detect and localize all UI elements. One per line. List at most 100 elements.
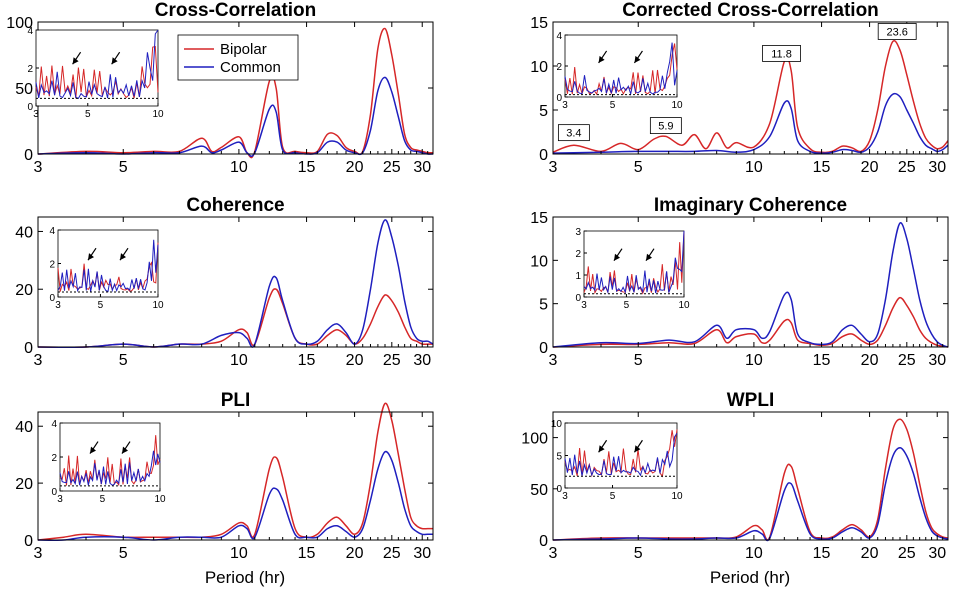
inset-y-tick-label: 0 — [27, 102, 33, 113]
annotation-box — [649, 117, 682, 134]
peak-arrow-icon — [87, 247, 97, 261]
peak-arrow-icon — [598, 439, 608, 453]
inset-y-tick-label: 5 — [556, 452, 562, 463]
peak-arrow-icon — [72, 51, 82, 65]
arrow-head — [598, 55, 605, 63]
legend-label-bipolar: Bipolar — [220, 41, 267, 58]
x-tick-label: 15 — [813, 159, 831, 176]
y-tick-label: 20 — [15, 282, 33, 299]
inset-y-tick-label: 0 — [51, 487, 57, 498]
inset-y-tick-label: 2 — [575, 249, 581, 260]
inset-x-tick-label: 3 — [33, 109, 39, 120]
chart-title: Imaginary Coherence — [654, 195, 847, 216]
x-tick-label: 15 — [298, 545, 316, 562]
peak-arrow-icon — [89, 441, 99, 454]
arrow-head — [120, 253, 126, 261]
annotation-label: 3.4 — [566, 128, 581, 140]
peak-arrow-icon — [111, 51, 121, 65]
inset-x-tick-label: 3 — [57, 494, 63, 505]
inset-y-tick-label: 4 — [556, 31, 562, 42]
series-line-bipolar — [552, 40, 949, 154]
inset-x-tick-label: 10 — [154, 494, 166, 505]
annotation-box — [877, 23, 917, 40]
inset-y-tick-label: 2 — [51, 453, 57, 464]
x-tick-label: 25 — [383, 352, 401, 369]
inset-y-tick-label: 4 — [51, 419, 57, 430]
x-axis-label: Period (hr) — [710, 568, 790, 587]
plot-frame — [552, 21, 949, 155]
inset-pli: 0 2 4 3 5 10 — [51, 419, 166, 505]
inset-y-tick-label: 1 — [575, 271, 581, 282]
panel-coh: Coherence 0 20 40 3 5 10 15 20 25 30 0 2 4 3 5 10 — [15, 195, 434, 369]
peak-arrow-icon — [645, 248, 655, 262]
series-line-common — [37, 219, 434, 348]
x-tick-label: 3 — [34, 159, 43, 176]
inset-x-tick-label: 5 — [610, 491, 616, 502]
inset-frame — [35, 29, 159, 107]
x-tick-label: 10 — [745, 545, 763, 562]
x-tick-label: 15 — [813, 352, 831, 369]
x-tick-label: 3 — [549, 545, 558, 562]
inset-y-tick-label: 4 — [49, 226, 55, 237]
arrow-head — [72, 57, 79, 65]
x-tick-label: 30 — [413, 159, 431, 176]
arrow-head — [88, 253, 94, 261]
y-tick-label: 40 — [15, 224, 33, 241]
inset-series-common — [564, 433, 678, 477]
x-tick-label: 20 — [861, 352, 879, 369]
peak-arrow-icon — [598, 50, 608, 64]
inset-x-tick-label: 5 — [624, 300, 630, 311]
arrow-head — [122, 446, 128, 454]
x-tick-label: 10 — [230, 545, 248, 562]
inset-xcorr: 0 2 4 3 5 10 — [27, 26, 164, 120]
inset-series-common — [59, 450, 161, 486]
series-line-common — [552, 92, 949, 154]
x-tick-label: 15 — [298, 159, 316, 176]
x-tick-label: 20 — [346, 159, 364, 176]
series-line-common — [552, 447, 949, 542]
inset-series-common — [564, 42, 678, 96]
x-tick-label: 20 — [861, 159, 879, 176]
inset-x-tick-label: 10 — [671, 100, 683, 111]
inset-x-tick-label: 10 — [671, 491, 683, 502]
x-tick-label: 30 — [413, 352, 431, 369]
x-tick-label: 5 — [119, 159, 128, 176]
x-tick-label: 3 — [549, 159, 558, 176]
peak-arrow-icon — [633, 439, 643, 453]
panel-xcorr: Cross-Correlation 0 50 100 3 5 10 15 20 25 30 0 2 4 3 5… — [6, 0, 434, 176]
inset-imcoh: 0 1 2 3 3 5 10 — [575, 227, 690, 311]
series-line-common — [552, 222, 949, 348]
y-tick-label: 15 — [530, 210, 548, 227]
y-tick-label: 10 — [530, 253, 548, 270]
x-tick-label: 30 — [928, 352, 946, 369]
legend-label-common: Common — [220, 59, 281, 76]
inset-x-tick-label: 3 — [581, 300, 587, 311]
legend-frame — [177, 34, 299, 81]
x-tick-label: 20 — [346, 352, 364, 369]
panel-pli: PLI 0 20 40 3 5 10 15 20 25 30 0 2 4 3 5 10 — [15, 390, 434, 562]
inset-x-tick-label: 10 — [678, 300, 690, 311]
x-tick-label: 10 — [230, 352, 248, 369]
x-tick-label: 15 — [813, 545, 831, 562]
x-tick-label: 25 — [383, 545, 401, 562]
y-tick-label: 0 — [539, 340, 548, 357]
y-tick-label: 5 — [539, 103, 548, 120]
inset-corrxcorr: 0 2 4 3 5 10 — [556, 31, 683, 111]
x-tick-label: 15 — [298, 352, 316, 369]
arrow-head — [634, 445, 641, 453]
y-tick-label: 0 — [539, 533, 548, 550]
x-tick-label: 10 — [230, 159, 248, 176]
y-tick-label: 5 — [539, 297, 548, 314]
x-tick-label: 25 — [898, 545, 916, 562]
x-tick-label: 5 — [634, 352, 643, 369]
x-tick-label: 10 — [745, 159, 763, 176]
inset-x-tick-label: 3 — [562, 100, 568, 111]
inset-series-common — [35, 29, 159, 100]
y-tick-label: 20 — [15, 476, 33, 493]
inset-x-tick-label: 10 — [152, 109, 164, 120]
arrow-head — [90, 446, 96, 454]
inset-y-tick-label: 4 — [27, 26, 33, 37]
